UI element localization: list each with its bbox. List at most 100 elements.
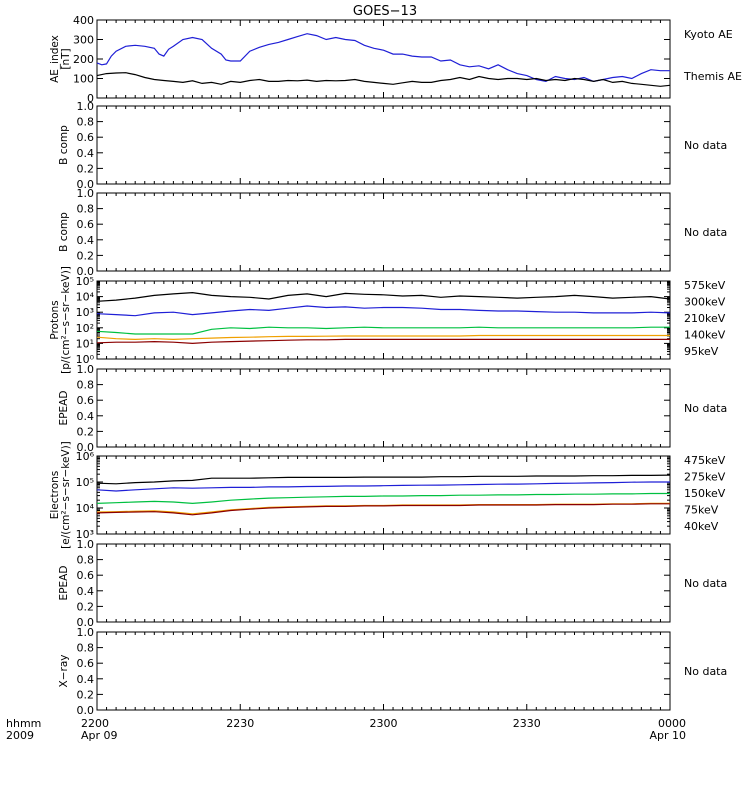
y-tick-label: 1.0 xyxy=(77,626,95,639)
legend-entry: Themis AE xyxy=(683,70,742,83)
panel-frame xyxy=(96,543,671,623)
y-axis-label: EPEAD xyxy=(58,391,70,426)
y-axis-label: Protons xyxy=(49,300,61,339)
y-tick-label: 0.2 xyxy=(77,249,95,262)
y-tick-label: 0.4 xyxy=(77,234,95,247)
y-tick-label: 0.6 xyxy=(77,218,95,231)
x-tick-label: 0000 xyxy=(658,717,686,730)
y-tick-label: 0.4 xyxy=(77,585,95,598)
y-tick-label: 0.8 xyxy=(77,379,95,392)
y-tick-label: 0.0 xyxy=(77,616,95,629)
y-tick-label: 0.2 xyxy=(77,600,95,613)
series-line-95kev xyxy=(96,291,671,302)
y-tick-label: 0.6 xyxy=(77,657,95,670)
series-line-kyoto-ae xyxy=(96,33,670,83)
y-tick-label: 10¹ xyxy=(76,337,94,350)
panel-frame xyxy=(96,192,671,272)
panel-ae: 0 100 200 300 400 AE_index [nT] Kyoto AE Themis … xyxy=(49,14,742,105)
series-line-140kev xyxy=(96,305,671,317)
y-axis-label: B comp xyxy=(58,125,70,165)
x-axis-label-unit: hhmm xyxy=(6,717,41,730)
series-line-40kev xyxy=(96,474,671,485)
y-axis-label: AE_index xyxy=(49,35,61,83)
y-tick-label: 0.0 xyxy=(77,441,95,454)
x-tick-label: 2330 xyxy=(513,717,541,730)
series-line-150kev xyxy=(96,492,670,505)
y-tick-label: 10⁵ xyxy=(76,275,94,288)
y-tick-label: 0.4 xyxy=(77,673,95,686)
x-tick-label: 2230 xyxy=(226,717,254,730)
y-tick-label: 0.2 xyxy=(77,688,95,701)
y-tick-label: 0.0 xyxy=(77,265,95,278)
panel-status-label: No data xyxy=(684,139,727,152)
y-tick-label: 200 xyxy=(73,53,94,66)
series-line-210kev xyxy=(96,326,670,335)
legend-entry: 575keV xyxy=(684,279,726,292)
y-tick-label: 0.8 xyxy=(77,203,95,216)
legend-entry: 40keV xyxy=(684,520,719,533)
y-tick-label: 0.2 xyxy=(77,162,95,175)
y-tick-label: 0.8 xyxy=(77,642,95,655)
y-axis-label: Electrons xyxy=(49,471,61,520)
y-tick-label: 10² xyxy=(76,322,94,335)
y-tick-label: 100 xyxy=(73,73,94,86)
legend-entry: 275keV xyxy=(684,471,726,484)
panel-b1: 0.0 0.2 0.4 0.6 0.8 1.0 B comp No data xyxy=(58,100,727,191)
y-tick-label: 10³ xyxy=(76,528,94,541)
y-tick-label: 10³ xyxy=(76,306,94,319)
y-tick-label: 1.0 xyxy=(77,187,95,200)
panel-b2: 0.0 0.2 0.4 0.6 0.8 1.0 B comp No data xyxy=(58,187,727,278)
x-axis-label-year: 2009 xyxy=(6,729,34,742)
x-tick-label: 2300 xyxy=(370,717,398,730)
panel-frame xyxy=(96,631,671,711)
legend-entry: 475keV xyxy=(684,454,726,467)
panel-status-label: No data xyxy=(684,577,727,590)
y-axis-label: [p/(cm²−s−sr−keV)] xyxy=(60,266,72,374)
series-line-300kev xyxy=(96,334,670,341)
y-tick-label: 0.4 xyxy=(77,410,95,423)
x-tick-date-label: Apr 09 xyxy=(81,729,118,742)
legend-entry: Kyoto AE xyxy=(684,28,733,41)
y-tick-label: 0.6 xyxy=(77,131,95,144)
panel-protons: 10⁰ 10¹ 10² 10³ 10⁴ 10⁵ Protons [p/(cm²−s−sr−ke… xyxy=(49,266,726,374)
panel-electrons: 10³ 10⁴ 10⁵ 10⁶ Electrons [e/(cm²−s−sr−keV)] 4… xyxy=(49,441,726,549)
x-tick-date-label: Apr 10 xyxy=(649,729,686,742)
legend-entry: 300keV xyxy=(684,296,726,309)
panel-epead1: 0.0 0.2 0.4 0.6 0.8 1.0 EPEAD No data xyxy=(58,363,727,454)
y-tick-label: 300 xyxy=(73,34,94,47)
panel-frame xyxy=(96,105,671,185)
y-tick-label: 0.6 xyxy=(77,394,95,407)
legend-entry: 75keV xyxy=(684,504,719,517)
panel-status-label: No data xyxy=(684,665,727,678)
chart-title: GOES−13 xyxy=(353,4,417,19)
panels-group: 0 100 200 300 400 AE_index [nT] Kyoto AE Themis … xyxy=(49,14,742,717)
y-axis-label: [e/(cm²−s−sr−keV)] xyxy=(60,441,72,549)
y-tick-label: 0.2 xyxy=(77,425,95,438)
series-line-75kev xyxy=(96,481,670,492)
y-tick-label: 0 xyxy=(87,92,94,105)
y-tick-label: 10⁴ xyxy=(76,502,95,515)
y-tick-label: 0.0 xyxy=(77,704,95,717)
y-tick-label: 1.0 xyxy=(77,363,95,376)
x-tick-label: 2200 xyxy=(81,717,109,730)
y-tick-label: 1.0 xyxy=(77,538,95,551)
panel-frame xyxy=(96,19,671,99)
y-tick-label: 10⁴ xyxy=(76,291,95,304)
y-axis-label: [nT] xyxy=(60,48,72,69)
legend-entry: 210keV xyxy=(684,312,726,325)
panel-frame xyxy=(96,368,671,448)
y-tick-label: 0.8 xyxy=(77,116,95,129)
legend-entry: 140keV xyxy=(684,329,726,342)
legend-entry: 150keV xyxy=(684,487,726,500)
y-tick-label: 10⁰ xyxy=(76,353,95,366)
panel-epead2: 0.0 0.2 0.4 0.6 0.8 1.0 EPEAD No data xyxy=(58,538,727,629)
series-line-575kev xyxy=(96,338,670,345)
panel-xray: 0.0 0.2 0.4 0.6 0.8 1.0 X−ray No data xyxy=(58,626,727,717)
y-tick-label: 0.4 xyxy=(77,147,95,160)
y-axis-label: X−ray xyxy=(58,655,70,688)
y-tick-label: 0.6 xyxy=(77,569,95,582)
y-tick-label: 0.8 xyxy=(77,554,95,567)
y-tick-label: 10⁵ xyxy=(76,476,94,489)
